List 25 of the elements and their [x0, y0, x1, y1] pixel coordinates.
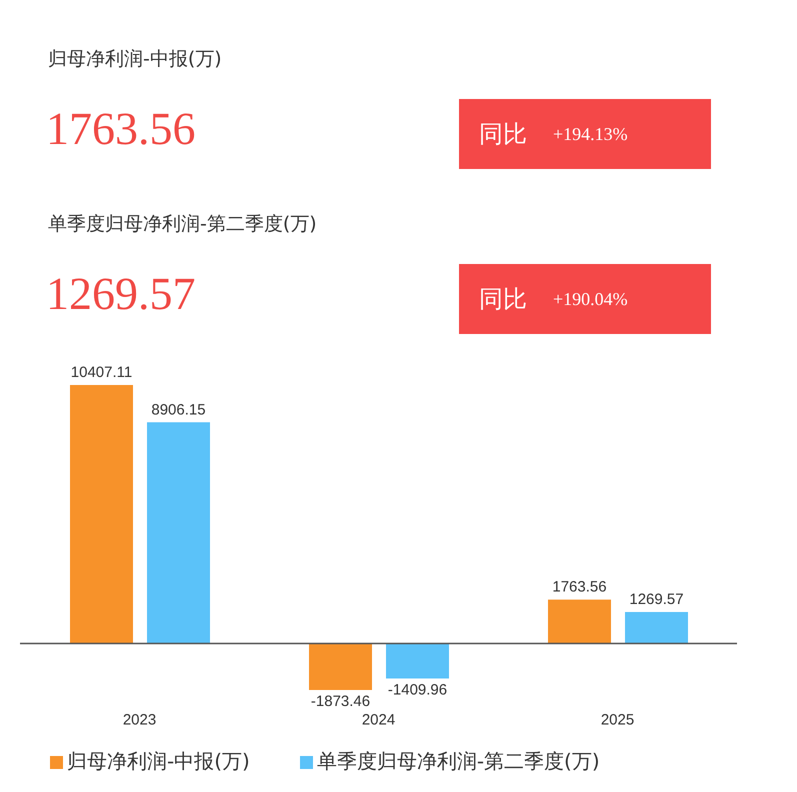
text: 单季度归母净利润-第二季度(万) [48, 212, 317, 237]
bar [147, 422, 210, 644]
data-label: 1763.56 [552, 578, 607, 596]
text: 1763.56 [46, 102, 196, 155]
bar [386, 643, 449, 678]
text: +194.13% [553, 124, 628, 144]
data-label: 8906.15 [151, 401, 206, 418]
text: 同比 [479, 119, 527, 150]
legend-label: 单季度归母净利润-第二季度(万) [316, 749, 600, 773]
data-label: -1873.46 [310, 693, 370, 710]
legend-label: 归母净利润-中报(万) [67, 749, 250, 773]
bar [548, 600, 611, 644]
x-tick-label: 2025 [600, 712, 634, 729]
text: 1269.57 [46, 267, 196, 320]
text: +190.04% [553, 288, 628, 310]
bar [625, 612, 688, 644]
x-tick-label: 2023 [122, 712, 156, 729]
data-label: 10407.11 [70, 364, 132, 381]
bar [309, 643, 372, 690]
data-label: 1269.57 [629, 590, 684, 608]
bar [70, 385, 133, 644]
x-tick-label: 2024 [362, 712, 396, 729]
text: 归母净利润-中报(万) [48, 47, 222, 72]
data-label: -1409.96 [388, 681, 448, 698]
text: 同比 [479, 284, 527, 315]
